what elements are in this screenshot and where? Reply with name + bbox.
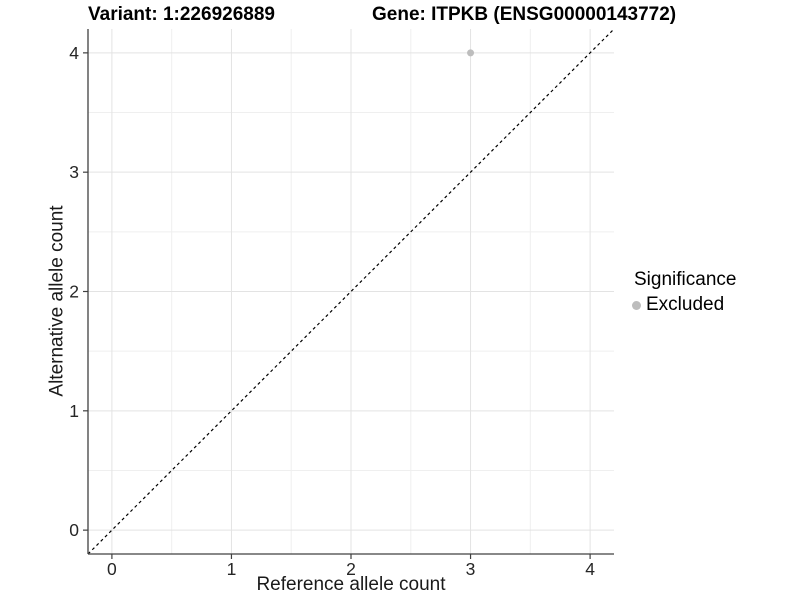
legend-point-icon xyxy=(632,300,641,310)
x-tick-label: 0 xyxy=(107,559,117,579)
y-axis-title: Alternative allele count xyxy=(46,205,68,397)
y-tick-label: 4 xyxy=(69,43,79,63)
variant-title: Variant: 1:226926889 xyxy=(88,4,275,25)
identity-line xyxy=(87,28,615,555)
legend-item[interactable]: Excluded xyxy=(632,294,736,316)
data-point[interactable] xyxy=(467,49,475,57)
y-tick-label: 2 xyxy=(69,282,79,302)
x-tick-label: 2 xyxy=(346,559,356,579)
legend-item-label: Excluded xyxy=(646,294,725,315)
legend-title: Significance xyxy=(634,269,737,290)
x-axis-title: Reference allele count xyxy=(256,574,446,595)
x-tick-label: 3 xyxy=(466,559,476,579)
x-tick-label: 1 xyxy=(227,559,237,579)
y-tick-label: 1 xyxy=(69,401,79,421)
legend-items: Excluded xyxy=(632,294,736,316)
x-tick-label: 4 xyxy=(585,559,595,579)
gene-title: Gene: ITPKB (ENSG00000143772) xyxy=(372,4,677,25)
legend: Significance Excluded xyxy=(632,269,736,316)
y-tick-label: 3 xyxy=(69,162,79,182)
y-tick-label: 0 xyxy=(69,520,79,540)
